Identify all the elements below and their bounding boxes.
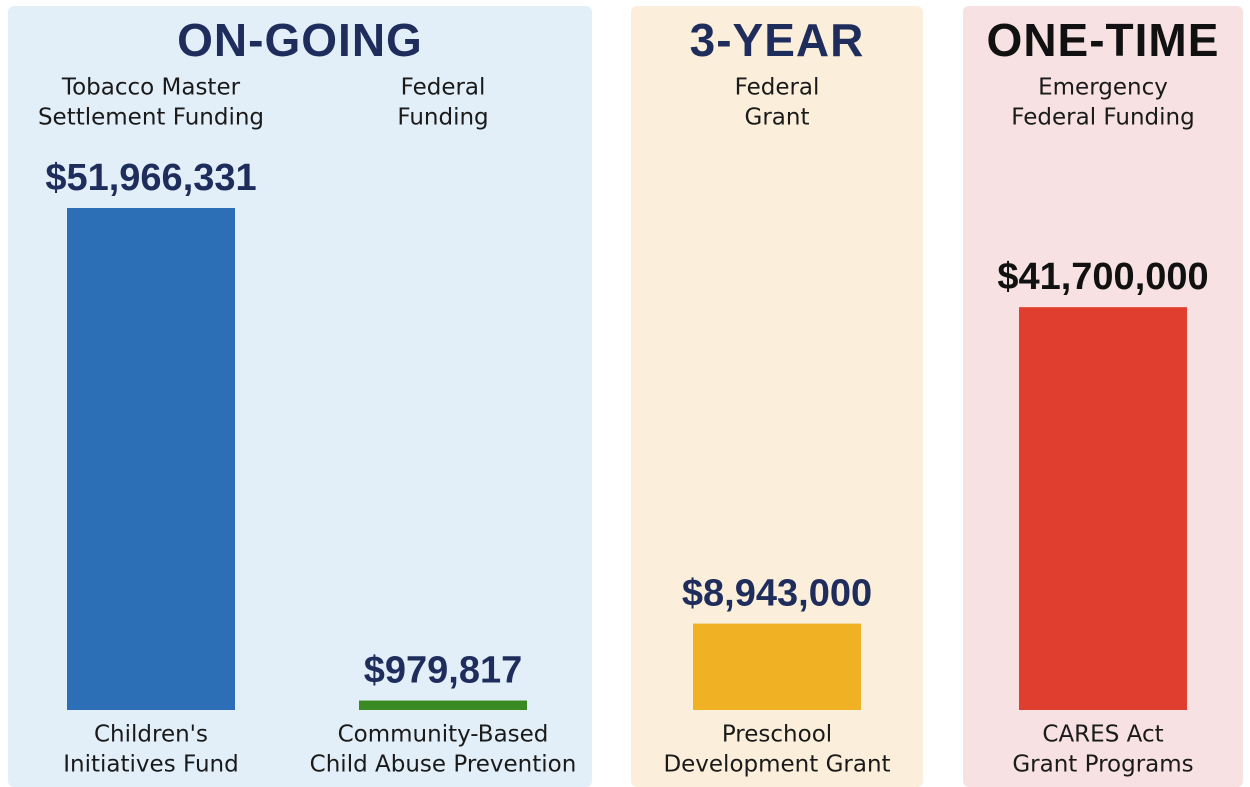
funding-label: Funding: [397, 105, 488, 131]
category-label: Children's: [94, 722, 208, 748]
value-label: $8,943,000: [682, 573, 872, 615]
funding-label: Federal Funding: [1011, 105, 1194, 131]
funding-label: Settlement Funding: [38, 105, 264, 131]
value-label: $41,700,000: [997, 256, 1208, 298]
bar: [67, 208, 235, 710]
category-label: Preschool: [722, 722, 832, 748]
funding-label: Emergency: [1038, 75, 1168, 101]
funding-label: Federal: [735, 75, 820, 101]
panel-title: 3-YEAR: [690, 14, 865, 66]
category-label: Community-Based: [338, 722, 549, 748]
category-label: Initiatives Fund: [63, 752, 238, 778]
category-label: Child Abuse Prevention: [310, 752, 577, 778]
panel: [631, 6, 923, 787]
category-label: Development Grant: [663, 752, 890, 778]
bar: [693, 623, 861, 710]
panel-title: ON-GOING: [177, 14, 423, 66]
category-label: Grant Programs: [1012, 752, 1193, 778]
panel-title: ONE-TIME: [987, 14, 1220, 66]
value-label: $979,817: [364, 650, 523, 692]
funding-label: Grant: [745, 105, 810, 131]
category-label: CARES Act: [1042, 722, 1163, 748]
funding-label: Federal: [401, 75, 486, 101]
funding-label: Tobacco Master: [61, 75, 241, 101]
bar: [359, 700, 527, 710]
value-label: $51,966,331: [45, 157, 256, 199]
bar: [1019, 307, 1187, 710]
